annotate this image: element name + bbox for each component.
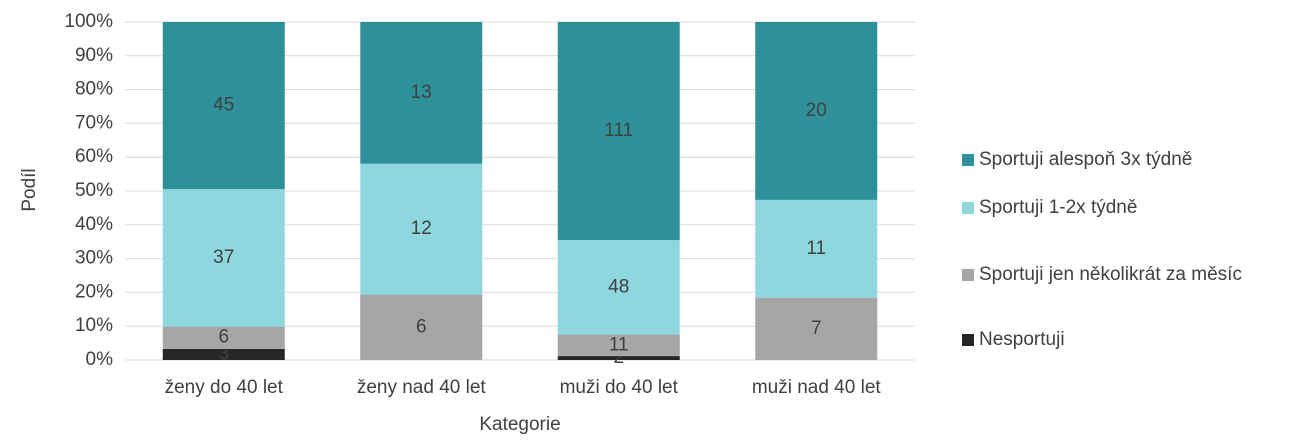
legend-swatch xyxy=(962,154,974,166)
data-label: 12 xyxy=(411,218,432,239)
legend-swatch xyxy=(962,269,974,281)
bar-segment xyxy=(557,240,680,335)
y-axis-label: Podíl xyxy=(19,168,40,211)
x-tick-label: muži nad 40 let xyxy=(752,377,882,398)
legend-label: Nesportuji xyxy=(979,329,1065,350)
y-tick-label: 90% xyxy=(75,45,113,66)
bar-segment xyxy=(755,297,878,360)
bar-segment xyxy=(557,356,680,360)
data-label: 6 xyxy=(218,327,229,348)
y-tick-label: 80% xyxy=(75,79,113,100)
data-label: 11 xyxy=(806,238,826,259)
bar-segment xyxy=(557,334,680,357)
data-label: 7 xyxy=(811,318,822,339)
bar-segment xyxy=(755,22,878,200)
x-tick-label: muži do 40 let xyxy=(560,377,679,398)
bar-segment xyxy=(360,163,483,295)
data-label: 6 xyxy=(416,316,427,337)
x-axis-label: Kategorie xyxy=(479,414,560,435)
y-tick-label: 100% xyxy=(64,11,113,32)
x-tick-label: ženy nad 40 let xyxy=(357,377,487,398)
y-tick-label: 20% xyxy=(75,281,113,302)
y-tick-label: 50% xyxy=(75,180,113,201)
data-label: 2 xyxy=(613,347,624,368)
bar-segment xyxy=(755,199,878,298)
y-tick-label: 10% xyxy=(75,315,113,336)
bar-segment xyxy=(360,294,483,360)
bar-segment xyxy=(360,22,483,164)
legend-label: Sportuji 1-2x týdně xyxy=(979,197,1137,218)
legend-swatch xyxy=(962,334,974,346)
x-tick-label: ženy do 40 let xyxy=(165,377,284,398)
y-tick-label: 60% xyxy=(75,146,113,167)
y-tick-label: 70% xyxy=(75,112,113,133)
bar-segment xyxy=(162,22,285,190)
legend-label: Sportuji jen několikrát za měsíc xyxy=(979,264,1242,285)
data-label: 48 xyxy=(608,276,629,297)
y-tick-label: 0% xyxy=(86,349,114,370)
bar-segment xyxy=(162,189,285,327)
y-tick-label: 30% xyxy=(75,248,113,269)
data-label: 37 xyxy=(213,247,234,268)
data-label: 3 xyxy=(218,343,229,364)
data-label: 111 xyxy=(604,120,633,141)
data-label: 13 xyxy=(411,82,432,103)
bar-segment xyxy=(162,348,285,360)
data-label: 45 xyxy=(213,95,234,116)
legend-swatch xyxy=(962,202,974,214)
data-label: 20 xyxy=(806,100,827,121)
legend-label: Sportuji alespoň 3x týdně xyxy=(979,149,1192,170)
y-tick-label: 40% xyxy=(75,214,113,235)
bar-segment xyxy=(557,22,680,241)
data-label: 11 xyxy=(609,334,629,355)
bar-segment xyxy=(162,326,285,349)
